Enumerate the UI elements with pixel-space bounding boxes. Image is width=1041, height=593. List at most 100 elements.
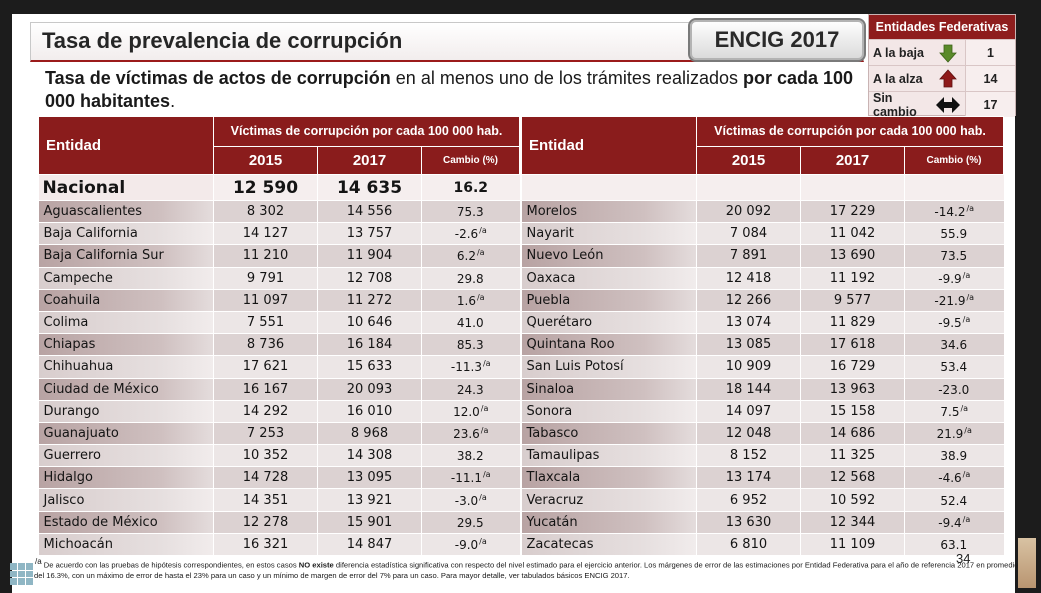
value-2015: 18 144 bbox=[696, 377, 801, 401]
value-2015: 7 253 bbox=[213, 421, 318, 446]
value-2015: 14 097 bbox=[696, 399, 801, 423]
page-number: 34 bbox=[956, 551, 971, 566]
value-2017: 9 577 bbox=[800, 288, 905, 312]
table-left: Entidad Víctimas de corrupción por cada … bbox=[38, 116, 520, 557]
national-name: Nacional bbox=[38, 174, 214, 201]
down-arrow-icon bbox=[931, 43, 965, 63]
table-row: Chihuahua 17 621 15 633 -11.3/a bbox=[38, 355, 520, 379]
value-2015: 13 174 bbox=[696, 466, 801, 490]
table-row: Ciudad de México 16 167 20 093 24.3 bbox=[38, 377, 520, 401]
col-2015-header: 2015 bbox=[696, 146, 801, 175]
col-group-header: Víctimas de corrupción por cada 100 000 … bbox=[696, 116, 1004, 147]
value-2017: 11 272 bbox=[317, 288, 422, 312]
state-name: Coahuila bbox=[38, 288, 214, 312]
state-name: Querétaro bbox=[521, 310, 697, 335]
state-name: Nayarit bbox=[521, 222, 697, 246]
value-2015: 8 302 bbox=[213, 199, 318, 224]
state-name: Puebla bbox=[521, 288, 697, 312]
state-name: Oaxaca bbox=[521, 266, 697, 290]
legend-count: 14 bbox=[965, 66, 1015, 91]
value-2017: 11 042 bbox=[800, 222, 905, 246]
state-name: Chiapas bbox=[38, 333, 214, 357]
table-row: Aguascalientes 8 302 14 556 75.3 bbox=[38, 199, 520, 224]
footnote-marker: /a bbox=[962, 470, 971, 480]
subtitle-text-2: . bbox=[170, 91, 176, 111]
state-name: Colima bbox=[38, 310, 214, 335]
col-change-header: Cambio (%) bbox=[421, 146, 520, 175]
state-name: Yucatán bbox=[521, 510, 697, 534]
state-name: Estado de México bbox=[38, 510, 214, 534]
legend-count: 17 bbox=[965, 92, 1015, 117]
corner-decoration bbox=[10, 563, 33, 585]
value-2015: 7 084 bbox=[696, 222, 801, 246]
value-2015: 14 127 bbox=[213, 222, 318, 246]
state-name: Durango bbox=[38, 399, 214, 423]
change-value: 53.4 bbox=[904, 355, 1004, 379]
change-value: -9.5/a bbox=[904, 310, 1004, 335]
change-value: 38.9 bbox=[904, 444, 1004, 468]
table-row: Quintana Roo 13 085 17 618 34.6 bbox=[521, 333, 1004, 357]
state-name: Sinaloa bbox=[521, 377, 697, 401]
table-row: Tamaulipas 8 152 11 325 38.9 bbox=[521, 444, 1004, 468]
value-2017: 16 010 bbox=[317, 399, 422, 423]
table-row: Tlaxcala 13 174 12 568 -4.6/a bbox=[521, 466, 1004, 490]
table-row: Veracruz 6 952 10 592 52.4 bbox=[521, 488, 1004, 512]
table-row: Jalisco 14 351 13 921 -3.0/a bbox=[38, 488, 520, 512]
table-row: Querétaro 13 074 11 829 -9.5/a bbox=[521, 310, 1004, 335]
col-2017-header: 2017 bbox=[317, 146, 422, 175]
change-value: -9.4/a bbox=[904, 510, 1004, 534]
value-2015: 16 321 bbox=[213, 532, 318, 557]
value-2015: 13 074 bbox=[696, 310, 801, 335]
value-2015: 13 085 bbox=[696, 333, 801, 357]
value-2015: 12 048 bbox=[696, 421, 801, 446]
state-name: Sonora bbox=[521, 399, 697, 423]
value-2015: 6 810 bbox=[696, 532, 801, 557]
value-2015: 8 736 bbox=[213, 333, 318, 357]
change-value: 7.5/a bbox=[904, 399, 1004, 423]
legend-row-down: A la baja 1 bbox=[869, 39, 1015, 65]
value-2017: 11 904 bbox=[317, 244, 422, 268]
legend-row-up: A la alza 14 bbox=[869, 65, 1015, 91]
value-2015: 10 352 bbox=[213, 444, 318, 468]
table-row: Colima 7 551 10 646 41.0 bbox=[38, 310, 520, 335]
change-value: -14.2/a bbox=[904, 199, 1004, 224]
footnote-marker: /a bbox=[476, 248, 485, 258]
col-entity-header: Entidad bbox=[521, 116, 697, 175]
footnote-marker: /a bbox=[482, 359, 491, 369]
footnote-marker: /a bbox=[962, 270, 971, 280]
value-2017: 11 829 bbox=[800, 310, 905, 335]
footnote-mark: /a bbox=[35, 557, 42, 566]
value-2017: 13 963 bbox=[800, 377, 905, 401]
value-2017: 14 847 bbox=[317, 532, 422, 557]
table-row: Nayarit 7 084 11 042 55.9 bbox=[521, 222, 1004, 246]
table-row: Campeche 9 791 12 708 29.8 bbox=[38, 266, 520, 290]
value-2015: 20 092 bbox=[696, 199, 801, 224]
state-name: Tlaxcala bbox=[521, 466, 697, 490]
survey-badge: ENCIG 2017 bbox=[688, 18, 866, 62]
change-value: 85.3 bbox=[421, 333, 520, 357]
subtitle-text-1: en al menos uno de los trámites realizad… bbox=[390, 68, 743, 88]
change-value: -9.0/a bbox=[421, 532, 520, 557]
value-2017: 15 158 bbox=[800, 399, 905, 423]
legend-box: Entidades Federativas A la baja 1 A la a… bbox=[868, 14, 1016, 119]
state-name: Quintana Roo bbox=[521, 333, 697, 357]
state-name: Zacatecas bbox=[521, 532, 697, 557]
state-name: Guanajuato bbox=[38, 421, 214, 446]
change-value: 52.4 bbox=[904, 488, 1004, 512]
page-title: Tasa de prevalencia de corrupción bbox=[42, 28, 403, 53]
footnote: /a De acuerdo con las pruebas de hipótes… bbox=[34, 557, 1034, 581]
value-2017: 8 968 bbox=[317, 421, 422, 446]
table-right: Entidad Víctimas de corrupción por cada … bbox=[521, 116, 1004, 557]
left-right-arrow-icon bbox=[931, 96, 965, 114]
value-2017: 14 556 bbox=[317, 199, 422, 224]
change-value: 29.5 bbox=[421, 510, 520, 534]
state-name: Guerrero bbox=[38, 444, 214, 468]
state-name: Jalisco bbox=[38, 488, 214, 512]
value-2017: 12 708 bbox=[317, 266, 422, 290]
table-row: Coahuila 11 097 11 272 1.6/a bbox=[38, 288, 520, 312]
table-row: Guanajuato 7 253 8 968 23.6/a bbox=[38, 421, 520, 446]
state-name: Veracruz bbox=[521, 488, 697, 512]
table-row: Oaxaca 12 418 11 192 -9.9/a bbox=[521, 266, 1004, 290]
table-row: Sinaloa 18 144 13 963 -23.0 bbox=[521, 377, 1004, 401]
footnote-marker: /a bbox=[482, 470, 491, 480]
